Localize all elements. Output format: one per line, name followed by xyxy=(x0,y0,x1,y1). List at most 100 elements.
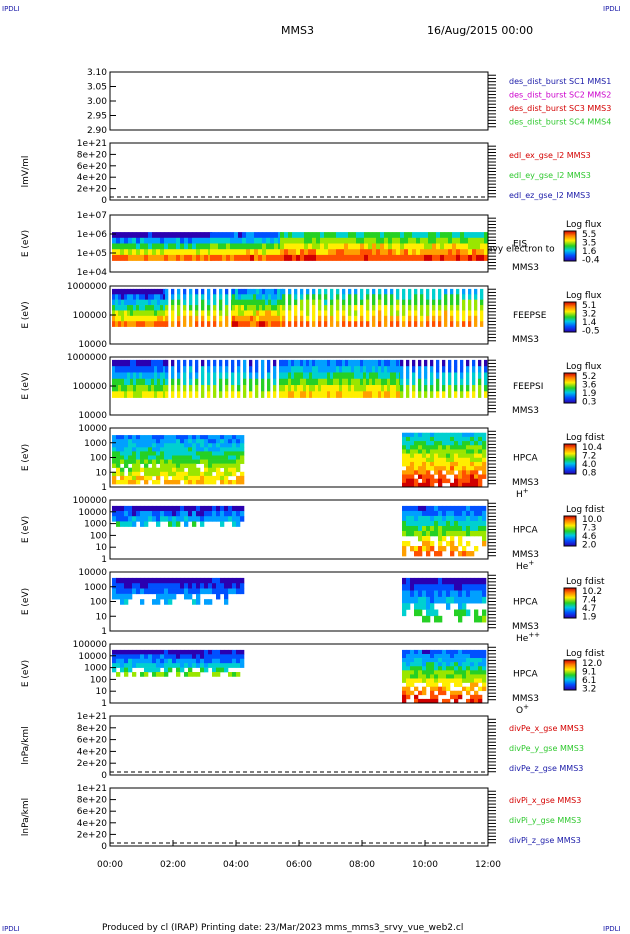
spectrogram-cell xyxy=(309,378,313,386)
spectrogram-cell xyxy=(336,299,340,306)
spectrogram-cell xyxy=(410,441,415,446)
spectrogram-cell xyxy=(478,510,483,517)
spectrogram-cell xyxy=(120,254,125,261)
spectrogram-cell xyxy=(232,516,237,522)
spectrogram-cell xyxy=(244,305,248,311)
spectrogram-cell xyxy=(280,310,284,317)
spectrogram-cell xyxy=(410,682,415,687)
spectrogram-cell xyxy=(151,359,155,367)
spectrogram-cell xyxy=(238,315,242,322)
spectrogram-cell xyxy=(446,670,451,675)
spectrogram-cell xyxy=(148,232,153,239)
spectrogram-cell xyxy=(192,254,197,261)
spectrogram-cell xyxy=(418,662,423,667)
spectrogram-cell xyxy=(316,232,321,239)
spectrogram-cell xyxy=(430,474,435,479)
spectrogram-cell xyxy=(128,237,133,244)
spectrogram-cell xyxy=(165,385,169,392)
spectrogram-cell xyxy=(320,249,325,256)
spectrogram-cell xyxy=(130,385,134,392)
spectrogram-cell xyxy=(255,385,259,392)
spectrogram-cell xyxy=(410,649,415,655)
spectrogram-cell xyxy=(156,521,161,527)
spectrogram-cell xyxy=(446,510,451,517)
spectrogram-cell xyxy=(294,359,298,367)
spectrogram-cell xyxy=(454,698,459,704)
spectrogram-cell xyxy=(440,249,445,256)
spectrogram-cell xyxy=(232,459,237,464)
spectrogram-cell xyxy=(376,237,381,244)
spectrogram-cell xyxy=(250,321,254,327)
spectrogram-cell xyxy=(148,467,153,473)
spectrogram-cell xyxy=(255,391,259,398)
spectrogram-cell xyxy=(145,315,149,322)
spectrogram-cell xyxy=(124,294,128,300)
spectrogram-cell xyxy=(369,385,373,392)
spectrogram-cell xyxy=(132,583,137,589)
spectrogram-cell xyxy=(332,243,337,250)
spectrogram-cell xyxy=(444,249,449,256)
spectrogram-cell xyxy=(112,391,116,398)
spectrogram-cell xyxy=(418,449,423,454)
spacecraft-label: MMS3 xyxy=(512,550,539,560)
spectrogram-cell xyxy=(121,294,125,300)
spectrogram-cell xyxy=(280,294,284,300)
spectrogram-cell xyxy=(306,372,310,380)
spectrogram-cell xyxy=(438,445,443,450)
spectrogram-cell xyxy=(360,315,364,322)
spectrogram-cell xyxy=(156,505,161,512)
spectrogram-cell xyxy=(136,663,141,668)
spectrogram-cell xyxy=(184,593,189,600)
spectrogram-cell xyxy=(188,467,193,473)
spectrogram-cell xyxy=(177,299,181,306)
spectrogram-cell xyxy=(124,391,128,398)
x-tick-label: 06:00 xyxy=(286,860,312,870)
spectrogram-cell xyxy=(121,310,125,317)
spectrogram-cell xyxy=(426,520,431,527)
spectrogram-cell xyxy=(434,649,439,655)
spectrogram-cell xyxy=(440,232,445,239)
y-tick-label: 1 xyxy=(101,699,107,709)
spectrogram-cell xyxy=(400,366,404,373)
spectrogram-cell xyxy=(242,249,247,256)
spectrogram-cell xyxy=(154,321,158,327)
spectrogram-cell xyxy=(330,372,334,380)
spectrogram-cell xyxy=(466,441,471,446)
spectrogram-cell xyxy=(188,459,193,464)
spectrogram-cell xyxy=(232,455,237,460)
spectrogram-cell xyxy=(474,432,479,438)
spectrogram-cell xyxy=(342,299,346,306)
spectrogram-cell xyxy=(426,674,431,679)
spectrogram-cell xyxy=(470,682,475,687)
spectrogram-cell xyxy=(116,471,121,477)
instrument-label: FEEPSE xyxy=(513,311,547,321)
spectrogram-cell xyxy=(336,232,341,239)
spectrogram-cell xyxy=(450,436,455,442)
spectrogram-cell xyxy=(142,359,146,367)
spectrogram-cell xyxy=(478,482,483,488)
spectrogram-cell xyxy=(387,366,391,373)
spectrogram-cell xyxy=(164,511,169,517)
spectrogram-cell xyxy=(438,305,442,311)
spectrogram-cell xyxy=(450,530,455,537)
colorbar-tick-label: 1.9 xyxy=(582,613,597,623)
spectrogram-cell xyxy=(300,249,305,256)
spectrogram-cell xyxy=(160,305,164,311)
spectrogram-cell xyxy=(327,359,331,367)
spectrogram-cell xyxy=(160,593,165,600)
spectrogram-cell xyxy=(434,615,439,623)
spectrogram-cell xyxy=(145,294,149,300)
overlay-text: avy electron to xyxy=(487,245,555,255)
species-label: O+ xyxy=(516,703,529,716)
spectrogram-cell xyxy=(196,451,201,456)
spectrogram-cell xyxy=(259,288,263,295)
spectrogram-cell xyxy=(466,391,470,398)
spectrogram-cell xyxy=(288,366,292,373)
spectrogram-cell xyxy=(474,436,479,442)
spectrogram-cell xyxy=(236,443,241,448)
spectrogram-cell xyxy=(339,385,343,392)
spectrogram-cell xyxy=(201,294,205,300)
spectrogram-cell xyxy=(327,372,331,380)
spectrogram-cell xyxy=(422,662,427,667)
spectrogram-cell xyxy=(235,294,239,300)
